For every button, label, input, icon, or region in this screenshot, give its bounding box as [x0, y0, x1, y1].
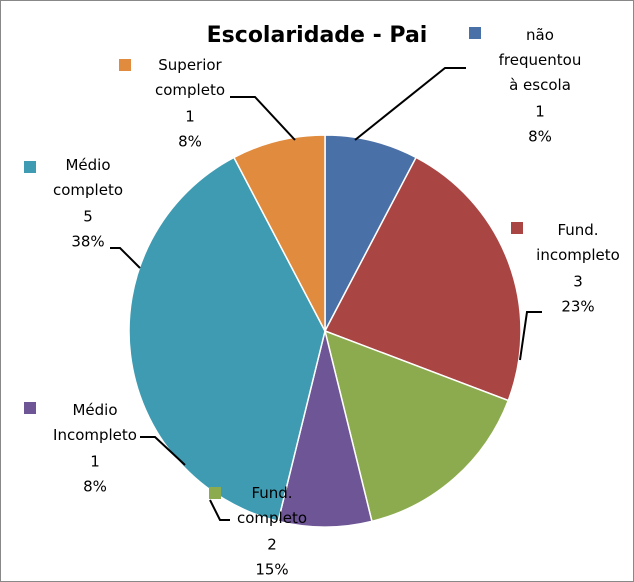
slice-value-label: 1 — [185, 108, 195, 126]
legend-swatch — [119, 59, 131, 71]
slice-category-label: Médio completo — [53, 156, 123, 199]
slice-percentage-label: 8% — [83, 478, 107, 496]
pie-slice — [323, 329, 510, 523]
pie-slice — [232, 134, 326, 332]
slice-category-label: Fund. incompleto — [536, 221, 620, 264]
slice-value-label: 3 — [573, 273, 583, 291]
slice-percentage-label: 23% — [561, 298, 594, 316]
slice-value-label: 5 — [83, 208, 93, 226]
slice-percentage-label: 15% — [255, 561, 288, 579]
slice-percentage-label: 8% — [178, 133, 202, 151]
slice-category-label: não frequentou à escola — [499, 26, 582, 94]
slice-value-label: 1 — [90, 453, 100, 471]
legend-swatch — [469, 27, 481, 39]
slice-value-label: 1 — [535, 103, 545, 121]
slice-percentage-label: 8% — [528, 128, 552, 146]
chart-title: Escolaridade - Pai — [207, 23, 428, 48]
leader-line — [110, 247, 141, 269]
pie-slice — [323, 156, 522, 402]
leader-line — [140, 436, 186, 466]
slice-category-label: Médio Incompleto — [53, 401, 137, 444]
legend-swatch — [209, 487, 221, 499]
slice-percentage-label: 38% — [71, 233, 104, 251]
leader-line — [209, 499, 230, 521]
leader-line — [230, 96, 296, 141]
pie-slice — [277, 330, 373, 528]
leader-line — [354, 67, 466, 141]
legend-swatch — [24, 402, 36, 414]
leader-line — [519, 311, 542, 361]
pie-slice — [324, 134, 418, 332]
legend-swatch — [24, 161, 36, 173]
slice-value-label: 2 — [267, 536, 277, 554]
slice-category-label: Superior completo — [155, 56, 225, 99]
slice-category-label: Fund. completo — [237, 484, 307, 527]
legend-swatch — [511, 222, 523, 234]
